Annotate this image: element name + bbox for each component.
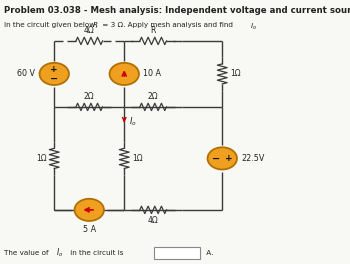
- Text: 5 A: 5 A: [83, 225, 96, 234]
- Text: 4Ω: 4Ω: [148, 216, 159, 225]
- Text: A.: A.: [204, 250, 213, 256]
- Text: −: −: [50, 74, 58, 84]
- Circle shape: [110, 63, 139, 85]
- Text: 1Ω: 1Ω: [230, 69, 240, 78]
- Text: in the circuit is: in the circuit is: [68, 250, 124, 256]
- Text: = 3 Ω. Apply mesh analysis and find: = 3 Ω. Apply mesh analysis and find: [100, 22, 235, 28]
- Text: R: R: [150, 26, 156, 35]
- Text: 1Ω: 1Ω: [132, 154, 142, 163]
- Text: +: +: [225, 154, 232, 163]
- Text: 60 V: 60 V: [18, 69, 35, 78]
- Circle shape: [208, 147, 237, 169]
- Text: $I_o$: $I_o$: [250, 22, 257, 32]
- Text: 2Ω: 2Ω: [84, 92, 95, 101]
- Circle shape: [75, 199, 104, 221]
- Text: $I_o$: $I_o$: [56, 247, 63, 259]
- Text: 1Ω: 1Ω: [36, 154, 47, 163]
- Text: 10 A: 10 A: [143, 69, 161, 78]
- Text: $I_o$: $I_o$: [129, 115, 137, 128]
- Text: −: −: [212, 153, 220, 163]
- FancyBboxPatch shape: [154, 247, 199, 259]
- Text: 2Ω: 2Ω: [148, 92, 159, 101]
- Text: In the circuit given below,: In the circuit given below,: [4, 22, 99, 28]
- Text: Problem 03.038 - Mesh analysis: Independent voltage and current sources: Problem 03.038 - Mesh analysis: Independ…: [4, 6, 350, 15]
- Text: 4Ω: 4Ω: [84, 26, 95, 35]
- Circle shape: [40, 63, 69, 85]
- Text: R: R: [93, 22, 98, 28]
- Text: The value of: The value of: [4, 250, 50, 256]
- Text: +: +: [50, 65, 58, 74]
- Text: 22.5V: 22.5V: [241, 154, 265, 163]
